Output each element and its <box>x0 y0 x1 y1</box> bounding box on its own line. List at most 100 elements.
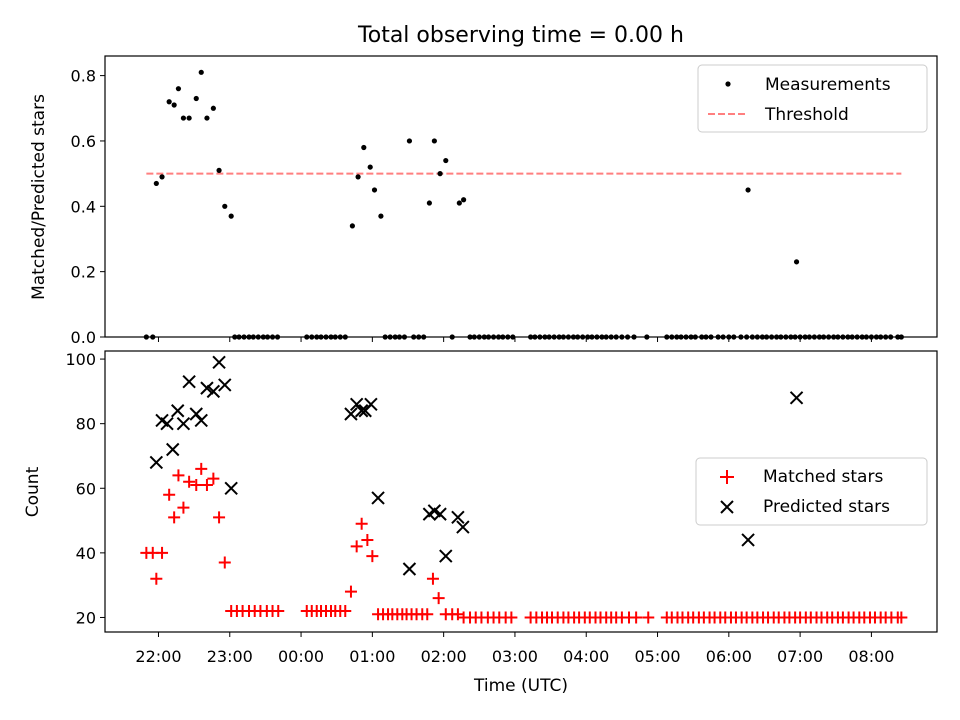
measurement-point <box>461 197 467 203</box>
matched-star-point <box>183 475 196 488</box>
measurement-point <box>180 115 187 121</box>
legend-matched-label: Matched stars <box>763 467 883 487</box>
top-x-ticks <box>157 337 872 342</box>
measurement-point <box>228 213 234 219</box>
measurement-point <box>406 138 413 144</box>
measurement-point <box>371 187 378 193</box>
matched-star-point <box>361 533 374 546</box>
x-tick-label: 23:00 <box>207 647 253 666</box>
predicted-star-point <box>789 391 804 405</box>
matched-star-point <box>156 546 169 559</box>
predicted-star-point <box>354 404 369 418</box>
bottom-y-ticks: 20 40 60 80 100 <box>65 350 105 627</box>
matched-star-point <box>350 540 363 553</box>
y-tick-label: 20 <box>76 608 96 627</box>
measurement-point <box>745 187 751 193</box>
matched-star-point <box>150 572 163 585</box>
measurement-point <box>204 115 210 121</box>
predicted-star-point <box>218 378 232 392</box>
matched-star-point <box>642 611 655 624</box>
matched-star-point <box>177 501 190 514</box>
y-tick-label: 60 <box>76 479 96 498</box>
predicted-star-point <box>371 491 385 505</box>
bottom-y-axis-label: Count <box>23 466 43 517</box>
matched-star-point <box>630 611 643 624</box>
x-tick-label: 08:00 <box>848 647 894 666</box>
y-tick-label: 40 <box>76 544 96 563</box>
top-legend: Measurements Threshold <box>697 64 928 133</box>
measurement-point <box>431 138 437 144</box>
legend-threshold-label: Threshold <box>764 105 849 125</box>
top-y-ticks: 0.0 0.2 0.4 0.6 0.8 <box>71 67 105 347</box>
bottom-legend: Matched stars Predicted stars <box>695 457 928 526</box>
legend-measurements-label: Measurements <box>765 75 891 95</box>
bottom-x-ticks: 22:00 23:00 00:00 01:00 02:00 03:00 04:00 05:00… <box>135 632 894 666</box>
y-tick-label: 100 <box>65 350 96 369</box>
matched-star-point <box>172 469 185 482</box>
y-tick-label: 0.2 <box>71 263 96 282</box>
chart-title: Total observing time = 0.00 h <box>357 23 684 48</box>
x-tick-label: 04:00 <box>563 647 609 666</box>
measurement-point <box>198 69 204 75</box>
measurement-point <box>349 223 355 229</box>
y-tick-label: 0.0 <box>71 328 96 347</box>
x-tick-label: 00:00 <box>278 647 324 666</box>
matched-star-point <box>163 488 176 501</box>
measurement-point <box>437 171 443 177</box>
bottom-axes-frame <box>104 350 938 633</box>
measurement-point <box>210 105 216 111</box>
measurement-point <box>216 167 222 173</box>
matched-star-point <box>432 592 445 605</box>
predicted-star-point <box>189 407 203 421</box>
measurement-point <box>186 115 192 121</box>
matched-star-point <box>426 572 439 585</box>
y-tick-label: 80 <box>76 415 96 434</box>
predicted-star-point <box>451 510 465 525</box>
measurement-point <box>456 200 462 206</box>
predicted-star-point <box>160 416 174 431</box>
bottom-panel-counts: 20 40 60 80 100 22:00 23:00 00:00 01:00 02:00 03:… <box>23 350 938 696</box>
predicted-star-point <box>344 407 358 421</box>
x-tick-label: 01:00 <box>349 647 395 666</box>
measurement-point <box>166 99 172 105</box>
predicted-star-point <box>176 416 191 431</box>
predicted-star-point <box>456 520 470 534</box>
measurement-point <box>426 200 432 206</box>
measurement-point <box>193 95 199 102</box>
top-legend-box <box>697 64 928 133</box>
top-y-axis-label: Matched/Predicted stars <box>29 94 49 300</box>
predicted-star-point <box>224 481 238 495</box>
matched-star-point <box>207 472 220 485</box>
predicted-star-point <box>166 442 180 457</box>
measurement-point <box>793 259 800 265</box>
top-panel-ratio: 0.00.20.40.60.8 Matched/Predicted stars … <box>29 55 938 347</box>
y-tick-label: 0.8 <box>71 67 96 86</box>
legend-predicted-label: Predicted stars <box>763 497 890 517</box>
predicted-star-point <box>433 507 447 521</box>
matched-star-point <box>218 556 231 569</box>
predicted-star-point <box>349 397 364 412</box>
matched-star-point <box>355 517 368 530</box>
predicted-star-point <box>149 455 164 470</box>
measurement-point <box>159 174 165 180</box>
x-axis-label: Time (UTC) <box>473 676 568 696</box>
predicted-star-point <box>402 562 417 576</box>
predicted-star-point <box>212 355 226 370</box>
measurement-point <box>378 213 384 219</box>
x-tick-label: 22:00 <box>135 647 181 666</box>
predicted-star-point <box>206 384 221 399</box>
x-tick-label: 05:00 <box>634 647 680 666</box>
measurement-point <box>361 144 367 151</box>
matched-star-point <box>200 479 213 492</box>
measurement-point <box>355 174 361 180</box>
x-tick-label: 07:00 <box>777 647 823 666</box>
measurement-point <box>367 164 373 170</box>
bottom-data-marks <box>140 355 908 624</box>
matched-star-point <box>272 605 285 618</box>
x-tick-label: 02:00 <box>421 647 467 666</box>
matched-star-point <box>366 550 379 563</box>
predicted-star-point <box>741 533 755 547</box>
predicted-star-point <box>364 397 378 412</box>
matched-star-point <box>168 511 181 524</box>
